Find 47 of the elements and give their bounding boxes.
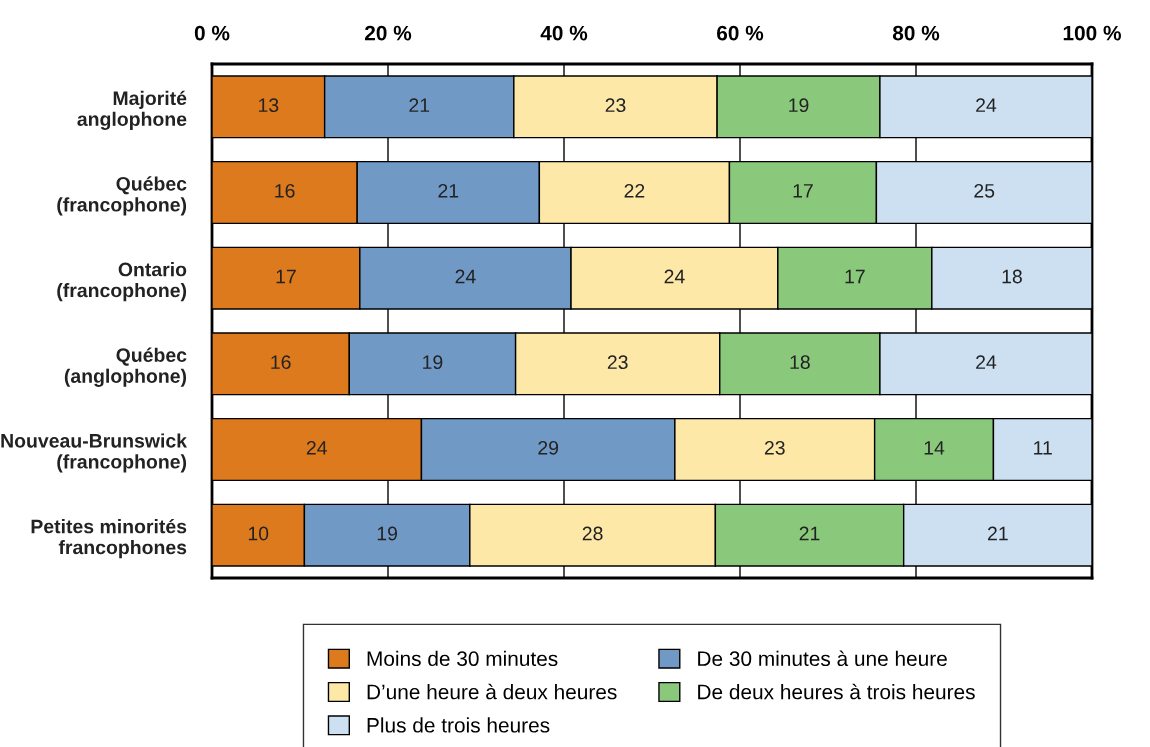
data-label: 24 — [455, 269, 476, 284]
data-label: 18 — [790, 355, 810, 370]
data-label: 17 — [845, 269, 865, 284]
data-label: 17 — [276, 269, 296, 284]
data-label: 21 — [438, 183, 459, 198]
x-tick-label: 40 % — [540, 25, 588, 41]
x-tick-label: 20 % — [364, 25, 412, 41]
data-label: 23 — [607, 355, 628, 370]
data-label: 16 — [275, 183, 295, 198]
legend-label: D’une heure à deux heures — [367, 683, 617, 700]
data-label: 19 — [789, 98, 809, 113]
y-tick-label: Petites minorités francophones — [31, 518, 187, 559]
data-label: 24 — [306, 440, 327, 455]
legend-label: De 30 minutes à une heure — [698, 650, 947, 667]
data-label: 24 — [976, 355, 997, 369]
data-label: 13 — [258, 98, 279, 113]
data-label: 24 — [664, 269, 685, 284]
y-tick-label: Québec (francophone) — [57, 176, 187, 216]
y-tick-label: Nouveau-Brunswick (francophone) — [1, 433, 188, 473]
data-label: 22 — [624, 183, 645, 198]
data-label: 21 — [409, 98, 430, 112]
legend-label: De deux heures à trois heures — [698, 683, 975, 700]
data-label: 23 — [605, 98, 626, 113]
y-tick-label: Ontario (francophone) — [57, 262, 187, 302]
data-label: 16 — [271, 355, 291, 370]
data-label: 25 — [974, 183, 995, 198]
y-tick-label: Majorité anglophone — [77, 90, 187, 130]
data-label: 11 — [1034, 441, 1052, 455]
data-label: 18 — [1002, 269, 1022, 284]
data-label: 19 — [423, 355, 443, 370]
data-label: 14 — [924, 441, 945, 455]
x-tick-label: 100 % — [1063, 25, 1121, 41]
data-label: 28 — [582, 526, 603, 541]
data-label: 21 — [799, 526, 820, 541]
x-tick-label: 80 % — [892, 25, 940, 41]
x-tick-label: 60 % — [717, 25, 764, 41]
data-label: 23 — [764, 440, 785, 455]
data-label: 21 — [988, 526, 1008, 541]
data-label: 19 — [377, 526, 398, 541]
legend-label: Plus de trois heures — [367, 717, 550, 733]
data-label: 29 — [538, 440, 559, 455]
data-label: 24 — [976, 98, 997, 112]
data-label: 10 — [248, 526, 269, 541]
data-label: 17 — [793, 184, 813, 198]
x-tick-label: 0 % — [194, 25, 230, 41]
legend-label: Moins de 30 minutes — [367, 650, 558, 667]
y-tick-label: Québec (anglophone) — [64, 347, 187, 387]
